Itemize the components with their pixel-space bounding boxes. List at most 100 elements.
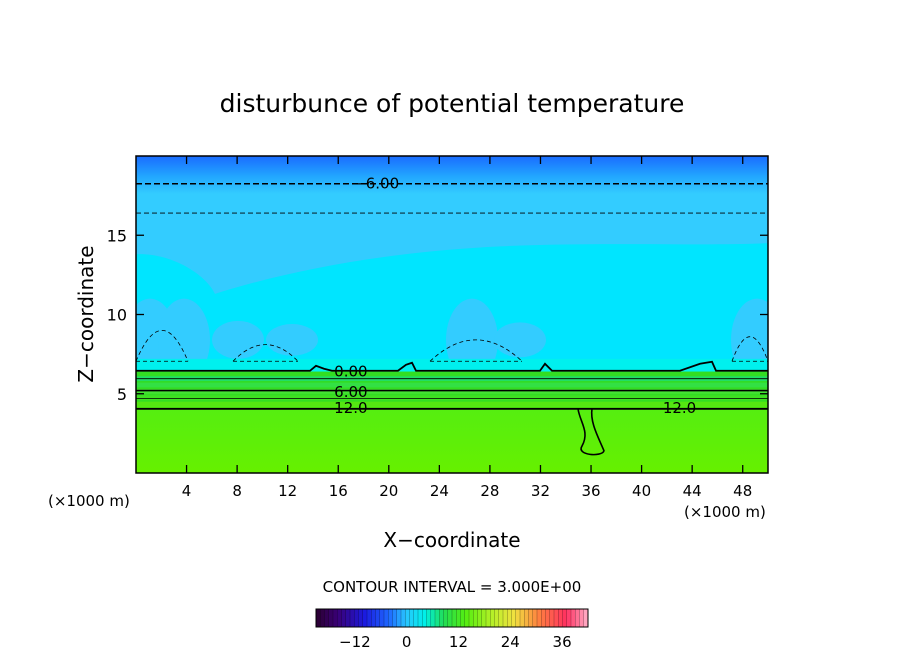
colorbar-frame — [315, 608, 589, 628]
colorbar-tick-label-1: 0 — [402, 633, 412, 651]
colorbar-cell-13 — [371, 609, 376, 627]
field-upper-blue — [136, 156, 768, 195]
x-tick-label-0: 4 — [182, 482, 192, 500]
x-tick-label-1: 8 — [232, 482, 242, 500]
field-colors — [136, 156, 768, 473]
x-tick-label-5: 24 — [430, 482, 449, 500]
colorbar-cell-43 — [498, 609, 504, 627]
colorbar-cell-26 — [426, 609, 432, 627]
colorbar-cell-34 — [460, 609, 466, 627]
field-light-blue-band — [136, 194, 768, 294]
contour-label-4: 12.0 — [663, 399, 696, 417]
colorbar-tick-label-2: 12 — [449, 633, 468, 651]
x-tick-label-4: 20 — [379, 482, 398, 500]
colorbar-cell-56 — [554, 609, 559, 627]
colorbar-cell-61 — [575, 609, 580, 627]
colorbar-cell-41 — [490, 609, 495, 627]
colorbar-cell-45 — [507, 609, 512, 627]
y-axis: 5 10 15 — [107, 226, 768, 404]
colorbar-cell-4 — [333, 609, 338, 627]
colorbar-cell-46 — [511, 609, 517, 627]
colorbar-cell-32 — [452, 609, 457, 627]
colorbar-cell-20 — [401, 609, 406, 627]
plot-area — [136, 156, 768, 473]
colorbar-cell-39 — [481, 609, 487, 627]
colorbar-cell-62 — [579, 609, 585, 627]
x-tick-label-9: 40 — [632, 482, 651, 500]
colorbar-cell-2 — [324, 609, 330, 627]
colorbar-cell-42 — [494, 609, 500, 627]
x-axis-label: X−coordinate — [383, 528, 520, 552]
colorbar-cell-57 — [558, 609, 563, 627]
colorbar-cell-6 — [341, 609, 347, 627]
colorbar-cell-30 — [443, 609, 449, 627]
colorbar-cell-35 — [464, 609, 470, 627]
colorbar-cell-31 — [447, 609, 453, 627]
x-axis: 4 8 12 16 20 24 28 32 36 40 44 48 — [182, 156, 752, 500]
field-dome-3 — [266, 324, 318, 356]
contour-dome-0 — [136, 330, 189, 362]
colorbar-cell-29 — [439, 609, 444, 627]
field-stripe-1 — [136, 382, 768, 388]
x-unit-left: (×1000 m) — [48, 492, 130, 510]
y-tick-label-2: 15 — [107, 226, 127, 245]
colorbar-cell-18 — [392, 609, 398, 627]
x-tick-label-3: 16 — [329, 482, 348, 500]
colorbar-cell-47 — [515, 609, 521, 627]
colorbar-cell-23 — [413, 609, 419, 627]
colorbar-cell-40 — [486, 609, 491, 627]
colorbar-cell-54 — [545, 609, 551, 627]
colorbar-cell-33 — [456, 609, 461, 627]
colorbar-cell-10 — [358, 609, 364, 627]
colorbar-cell-24 — [418, 609, 423, 627]
field-aqua-layer — [136, 358, 768, 372]
y-axis-label: Z−coordinate — [74, 245, 98, 382]
colorbar-cell-36 — [469, 609, 474, 627]
colorbar-cell-63 — [583, 609, 589, 627]
colorbar-cell-3 — [328, 609, 334, 627]
colorbar-cell-5 — [337, 609, 342, 627]
contour-label-2: 6.00 — [334, 383, 367, 401]
contour-label-3: 12.0 — [334, 399, 367, 417]
x-tick-label-2: 12 — [278, 482, 297, 500]
colorbar-cell-52 — [537, 609, 542, 627]
colorbar-cell-55 — [549, 609, 555, 627]
y-tick-label-1: 10 — [107, 306, 127, 325]
colorbar-cell-53 — [541, 609, 546, 627]
colorbar-tick-label-4: 36 — [553, 633, 572, 651]
colorbar-cell-11 — [362, 609, 368, 627]
x-tick-label-10: 44 — [683, 482, 702, 500]
colorbar: −12 0 12 24 36 — [315, 608, 589, 651]
contour-tongue — [577, 408, 605, 456]
colorbar-tick-label-3: 24 — [501, 633, 520, 651]
colorbar-cell-50 — [528, 609, 534, 627]
colorbar-cell-51 — [532, 609, 538, 627]
field-stripe-4 — [136, 401, 768, 407]
field-dome-2 — [212, 320, 264, 359]
colorbar-cell-22 — [409, 609, 415, 627]
chart-title: disturbunce of potential temperature — [220, 89, 685, 118]
colorbar-cell-44 — [503, 609, 508, 627]
colorbar-cell-37 — [473, 609, 478, 627]
colorbar-cell-17 — [388, 609, 393, 627]
contour-interval-note: CONTOUR INTERVAL = 3.000E+00 — [323, 578, 582, 596]
field-lower-green — [136, 406, 768, 473]
colorbar-cell-7 — [345, 609, 351, 627]
colorbar-cell-25 — [422, 609, 427, 627]
colorbar-cell-19 — [396, 609, 402, 627]
contour-dome-1 — [232, 344, 299, 362]
x-tick-label-8: 36 — [581, 482, 600, 500]
colorbar-cell-12 — [367, 609, 372, 627]
x-unit-right: (×1000 m) — [684, 503, 766, 521]
colorbar-cell-1 — [320, 609, 325, 627]
colorbar-cell-58 — [562, 609, 568, 627]
field-dome-5 — [494, 322, 546, 358]
contour-zero — [136, 360, 768, 372]
contour-dome-2 — [429, 339, 523, 362]
field-stripe-3 — [136, 395, 768, 401]
colorbar-cell-49 — [524, 609, 529, 627]
contour-lines — [136, 183, 768, 456]
y-tick-label-0: 5 — [117, 385, 127, 404]
x-tick-label-6: 28 — [480, 482, 499, 500]
